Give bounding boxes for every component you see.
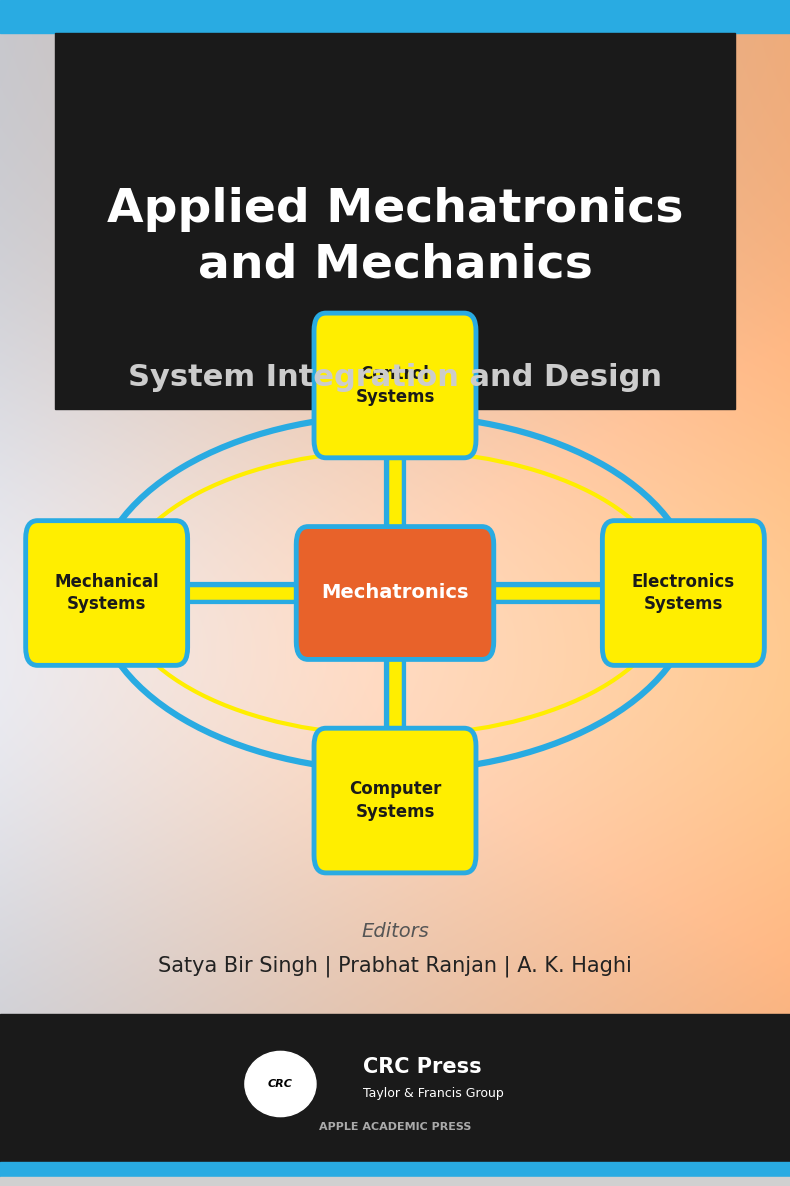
FancyBboxPatch shape <box>296 527 494 659</box>
Text: APPLE ACADEMIC PRESS: APPLE ACADEMIC PRESS <box>319 1122 471 1131</box>
Text: Mechanical
Systems: Mechanical Systems <box>55 573 159 613</box>
Text: Electronics
Systems: Electronics Systems <box>632 573 735 613</box>
Bar <box>0 1014 790 1165</box>
Text: Computer
Systems: Computer Systems <box>349 780 441 821</box>
Text: CRC Press: CRC Press <box>363 1058 482 1077</box>
Text: Taylor & Francis Group: Taylor & Francis Group <box>363 1088 504 1099</box>
Bar <box>55 33 735 409</box>
FancyBboxPatch shape <box>314 313 476 458</box>
Bar <box>0 0 790 33</box>
FancyBboxPatch shape <box>603 521 764 665</box>
Text: CRC: CRC <box>268 1079 293 1089</box>
FancyBboxPatch shape <box>314 728 476 873</box>
Text: Editors: Editors <box>361 922 429 940</box>
Text: Satya Bir Singh | Prabhat Ranjan | A. K. Haghi: Satya Bir Singh | Prabhat Ranjan | A. K.… <box>158 956 632 977</box>
FancyBboxPatch shape <box>26 521 188 665</box>
Text: Mechatronics: Mechatronics <box>322 584 468 602</box>
Bar <box>0 1177 790 1186</box>
Ellipse shape <box>245 1052 316 1117</box>
Text: Applied Mechatronics
and Mechanics: Applied Mechatronics and Mechanics <box>107 187 683 287</box>
Text: Control
Systems: Control Systems <box>356 365 434 406</box>
Text: System Integration and Design: System Integration and Design <box>128 363 662 391</box>
Bar <box>0 1162 790 1177</box>
